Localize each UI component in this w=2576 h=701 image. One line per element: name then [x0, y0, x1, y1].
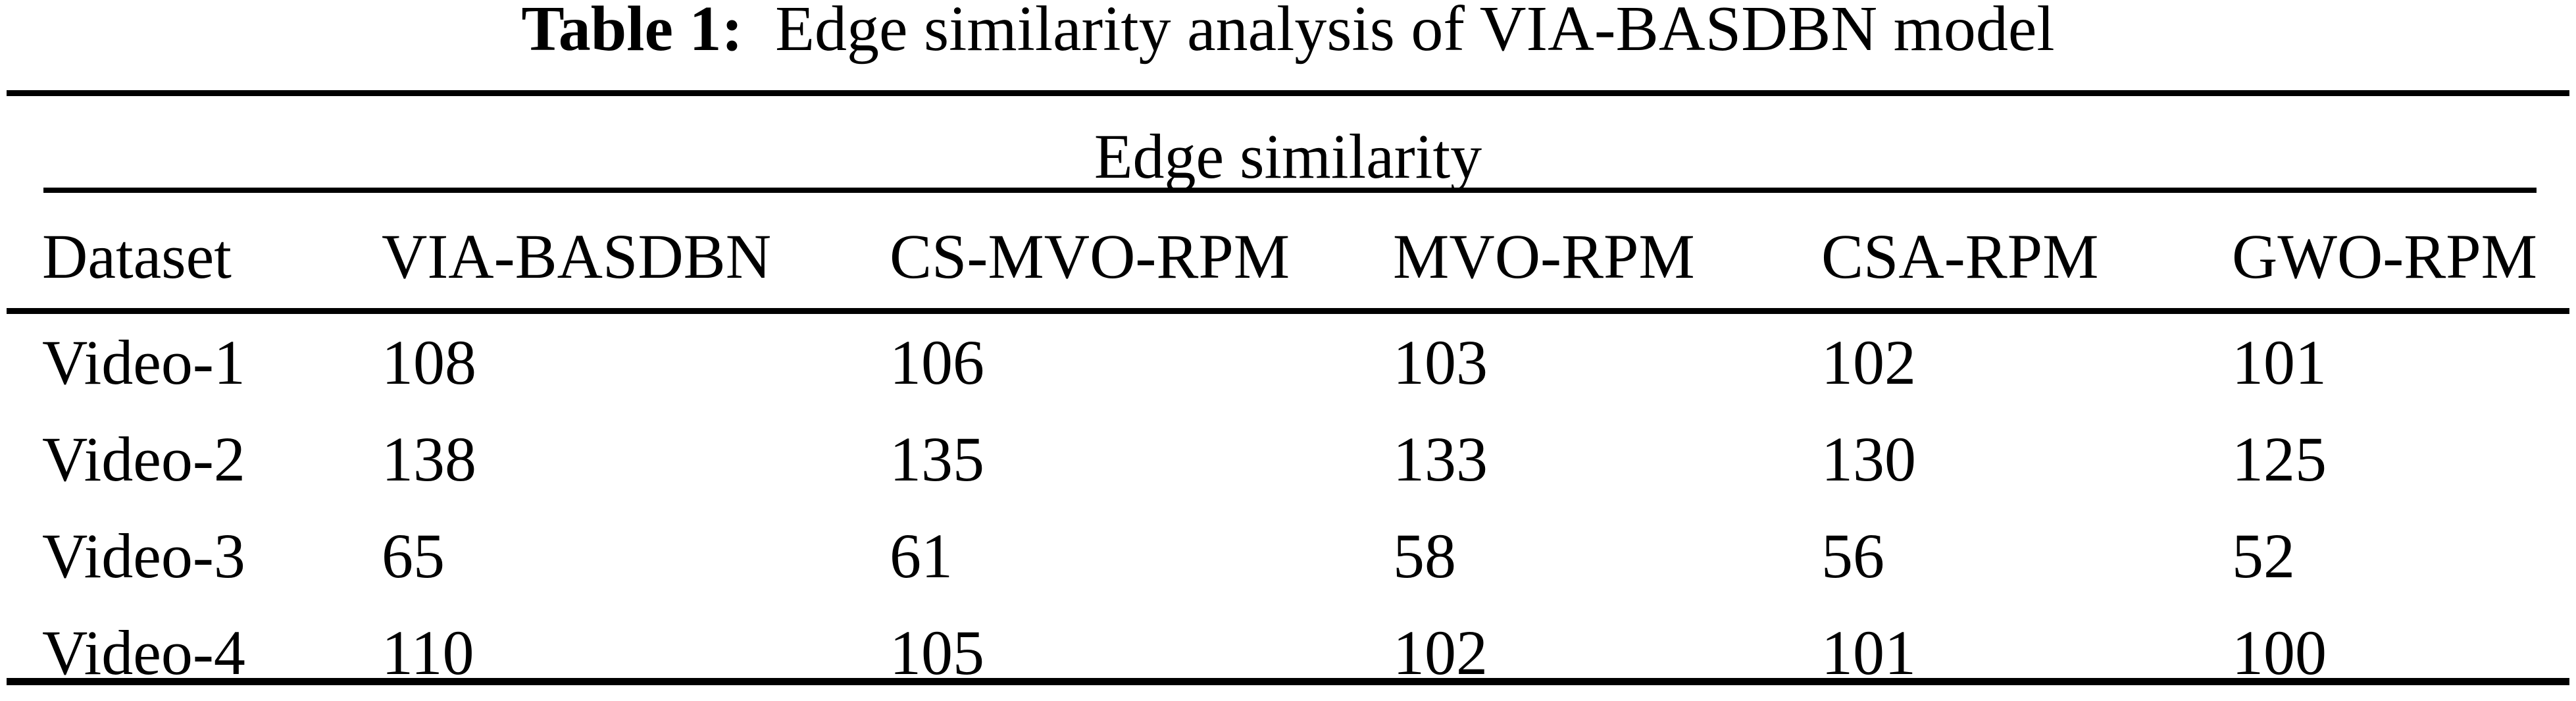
group-header-rule [43, 188, 2537, 193]
group-header: Edge similarity [1094, 121, 1482, 192]
column-header-mvo-rpm: MVO-RPM [1393, 221, 1695, 292]
bottom-rule [7, 678, 2569, 685]
value-cell: 130 [1821, 424, 1916, 494]
table-body: Video-1 108 106 103 102 101 Video-2 138 … [0, 314, 2576, 688]
caption-label: Table 1: [521, 0, 744, 65]
value-cell: 61 [890, 521, 953, 591]
header-rule [7, 308, 2569, 314]
value-cell: 133 [1393, 424, 1488, 494]
top-rule [7, 90, 2569, 96]
row-label: Video-4 [42, 617, 245, 688]
value-cell: 105 [890, 617, 984, 688]
value-cell: 52 [2232, 521, 2295, 591]
column-header-cs-mvo-rpm: CS-MVO-RPM [890, 221, 1290, 292]
value-cell: 103 [1393, 327, 1488, 398]
column-header-gwo-rpm: GWO-RPM [2232, 221, 2538, 292]
value-cell: 102 [1821, 327, 1916, 398]
column-header-dataset: Dataset [42, 221, 232, 292]
value-cell: 101 [2232, 327, 2327, 398]
value-cell: 100 [2232, 617, 2327, 688]
value-cell: 138 [382, 424, 476, 494]
value-cell: 56 [1821, 521, 1884, 591]
row-label: Video-1 [42, 327, 245, 398]
value-cell: 106 [890, 327, 984, 398]
value-cell: 102 [1393, 617, 1488, 688]
value-cell: 135 [890, 424, 984, 494]
table-header-row: Dataset VIA-BASDBN CS-MVO-RPM MVO-RPM CS… [0, 193, 2576, 308]
value-cell: 101 [1821, 617, 1916, 688]
value-cell: 108 [382, 327, 476, 398]
value-cell: 58 [1393, 521, 1456, 591]
column-header-via-basdbn: VIA-BASDBN [382, 221, 772, 292]
value-cell: 125 [2232, 424, 2327, 494]
table-caption: Table 1: Edge similarity analysis of VIA-… [0, 0, 2576, 90]
row-label: Video-2 [42, 424, 245, 494]
row-label: Video-3 [42, 521, 245, 591]
caption-text: Edge similarity analysis of VIA-BASDBN m… [775, 0, 2055, 65]
column-header-csa-rpm: CSA-RPM [1821, 221, 2099, 292]
value-cell: 65 [382, 521, 445, 591]
value-cell: 110 [382, 617, 474, 688]
